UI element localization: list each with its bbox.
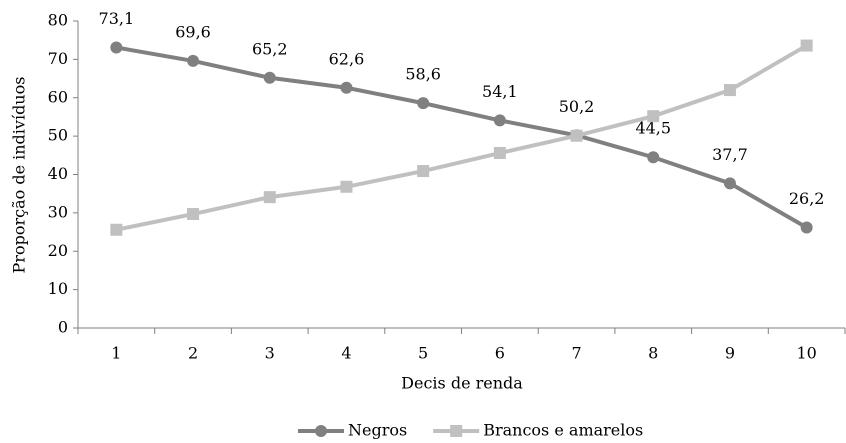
data-label: 44,5 — [635, 119, 671, 138]
y-tick-label: 50 — [48, 126, 68, 145]
data-label: 58,6 — [405, 65, 441, 84]
data-point — [187, 54, 200, 67]
x-tick-label: 7 — [571, 344, 581, 363]
x-tick-label: 6 — [495, 344, 505, 363]
data-label: 65,2 — [252, 39, 288, 58]
legend-marker — [315, 425, 327, 437]
x-tick-label: 2 — [188, 344, 198, 363]
x-axis-label: Decis de renda — [401, 374, 523, 393]
data-point — [647, 151, 660, 164]
data-point — [570, 129, 583, 142]
y-tick-label: 30 — [48, 202, 68, 221]
y-axis-label: Proporção de indivíduos — [10, 77, 29, 274]
data-point — [723, 84, 736, 97]
data-point — [647, 110, 660, 123]
x-tick-label: 3 — [265, 344, 275, 363]
y-tick-label: 40 — [48, 164, 68, 183]
series-line — [116, 45, 808, 230]
data-point — [417, 165, 430, 178]
legend-label: Brancos e amarelos — [483, 421, 643, 440]
data-label: 37,7 — [712, 145, 748, 164]
y-tick-label: 0 — [58, 318, 68, 337]
y-tick-label: 20 — [48, 241, 68, 260]
data-point — [493, 147, 506, 160]
y-tick-label: 10 — [48, 279, 68, 298]
y-tick-label: 80 — [48, 11, 68, 30]
series-line — [115, 43, 808, 232]
x-tick-label: 4 — [341, 344, 351, 363]
data-point — [417, 97, 430, 110]
x-tick-label: 5 — [418, 344, 428, 363]
x-tick-label: 9 — [725, 344, 735, 363]
data-point — [110, 41, 123, 54]
data-point — [340, 81, 353, 94]
data-point — [493, 114, 506, 127]
data-label: 62,6 — [329, 49, 365, 68]
data-point — [800, 39, 813, 52]
y-tick-label: 60 — [48, 87, 68, 106]
data-point — [263, 191, 276, 204]
x-tick-label: 8 — [648, 344, 658, 363]
data-point — [263, 71, 276, 84]
legend-marker — [450, 425, 463, 437]
data-point — [340, 180, 353, 193]
legend-label: Negros — [348, 421, 407, 440]
y-tick-label: 70 — [48, 49, 68, 68]
x-tick-label: 1 — [111, 344, 121, 363]
data-point — [723, 177, 736, 190]
data-label: 26,2 — [789, 189, 825, 208]
data-point — [110, 223, 123, 236]
data-label: 54,1 — [482, 82, 518, 101]
data-label: 50,2 — [559, 97, 595, 116]
data-label: 73,1 — [99, 9, 135, 28]
data-label: 69,6 — [175, 22, 211, 41]
data-point — [800, 221, 813, 234]
data-point — [187, 208, 200, 221]
x-tick-label: 10 — [796, 344, 816, 363]
